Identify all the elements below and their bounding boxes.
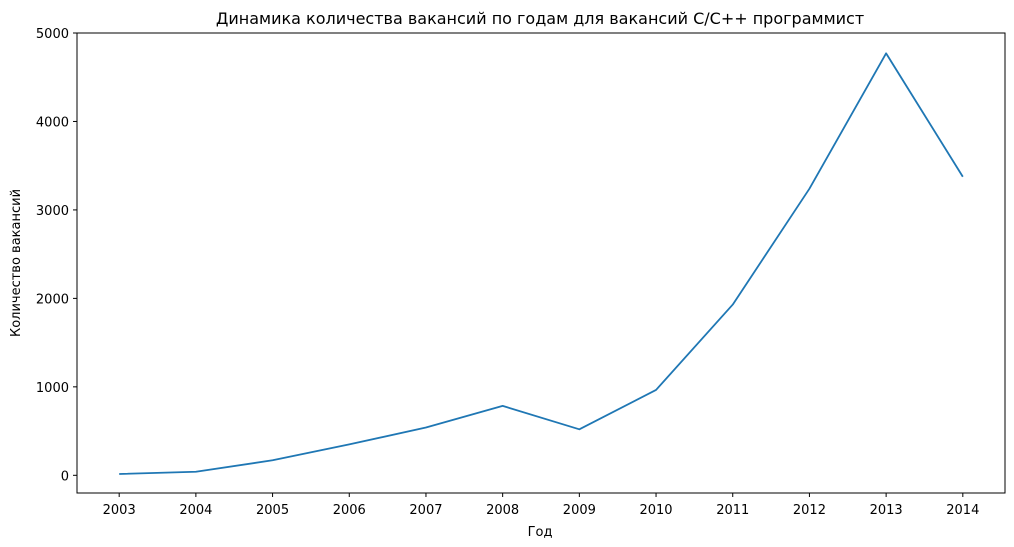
x-tick-label: 2011: [716, 503, 749, 518]
x-tick-label: 2004: [179, 503, 212, 518]
x-tick-label: 2008: [486, 503, 519, 518]
x-tick-label: 2006: [333, 503, 366, 518]
y-tick-label: 5000: [36, 27, 69, 42]
x-tick-label: 2012: [793, 503, 826, 518]
plot-area: [76, 32, 1006, 494]
x-tick-label: 2013: [870, 503, 903, 518]
x-axis: 2003 2004 2005 2006 2007 2008 2009 2010 2011 2012…: [103, 493, 979, 518]
x-tick-label: 2007: [409, 503, 442, 518]
x-tick-label: 2009: [563, 503, 596, 518]
y-tick-label: 1000: [36, 381, 69, 396]
series-line: [119, 52, 964, 475]
y-tick-label: 2000: [36, 292, 69, 307]
x-tick-label: 2003: [103, 503, 136, 518]
x-tick-label: 2010: [639, 503, 672, 518]
y-tick-label: 3000: [36, 204, 69, 219]
y-axis-label: Количество вакансий: [9, 189, 24, 337]
y-tick-label: 4000: [36, 115, 69, 130]
y-tick-label: 0: [61, 469, 69, 484]
chart-title: Динамика количества вакансий по годам дл…: [216, 9, 864, 28]
x-tick-label: 2005: [256, 503, 289, 518]
series-group: [119, 52, 964, 475]
x-axis-label: Год: [528, 525, 553, 540]
y-axis: 0 1000 2000 3000 4000 5000: [36, 27, 77, 484]
x-tick-label: 2014: [946, 503, 979, 518]
